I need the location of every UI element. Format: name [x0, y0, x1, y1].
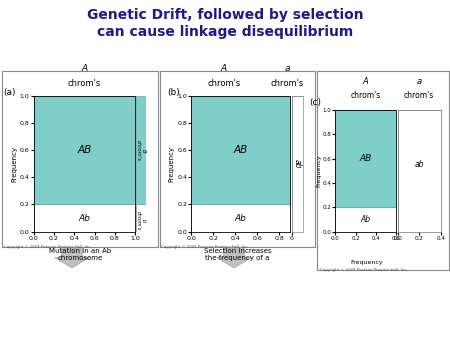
Bar — [34, 96, 135, 204]
Text: B
chrom's: B chrom's — [135, 140, 146, 161]
Text: b
chrom's: b chrom's — [135, 211, 146, 231]
Text: Genetic Drift, followed by selection
can cause linkage disequilibrium: Genetic Drift, followed by selection can… — [87, 8, 363, 39]
Text: chrom's: chrom's — [351, 91, 381, 100]
Text: A: A — [221, 64, 227, 73]
Text: ab: ab — [414, 160, 424, 169]
Bar — [191, 204, 290, 232]
Bar — [335, 207, 396, 232]
Text: Frequency: Frequency — [351, 260, 383, 265]
Text: (c): (c) — [310, 98, 322, 107]
Bar — [136, 204, 146, 232]
Text: Ab: Ab — [235, 214, 247, 222]
Text: chrom's: chrom's — [270, 79, 304, 88]
Bar — [136, 96, 146, 204]
Text: A: A — [363, 76, 369, 86]
Text: Ab: Ab — [360, 215, 371, 224]
Text: (a): (a) — [4, 88, 16, 97]
Text: Copyright © 2004 Pearson Prentice Hall, Inc.: Copyright © 2004 Pearson Prentice Hall, … — [161, 245, 249, 249]
Text: Selection increases
the frequency of a: Selection increases the frequency of a — [204, 248, 271, 261]
Text: a: a — [417, 76, 422, 86]
Text: AB: AB — [234, 145, 248, 155]
FancyArrow shape — [216, 248, 252, 268]
Bar — [34, 204, 135, 232]
Text: A: A — [81, 64, 87, 73]
Y-axis label: Frequency: Frequency — [316, 154, 321, 187]
Text: chrom's: chrom's — [68, 79, 101, 88]
Text: AB: AB — [77, 145, 91, 155]
Bar — [191, 96, 290, 204]
Text: Mutation in an Ab
chromosome: Mutation in an Ab chromosome — [49, 248, 111, 261]
Y-axis label: Frequency: Frequency — [168, 146, 175, 182]
Text: Copyright © 2004 Pearson Prentice Hall, Inc.: Copyright © 2004 Pearson Prentice Hall, … — [320, 268, 407, 272]
Text: Ab: Ab — [78, 214, 90, 222]
Text: chrom's: chrom's — [404, 91, 434, 100]
Text: (b): (b) — [167, 88, 180, 97]
Text: a: a — [284, 64, 290, 73]
Y-axis label: Frequency: Frequency — [11, 146, 17, 182]
Text: AB: AB — [360, 154, 372, 163]
Text: chrom's: chrom's — [207, 79, 241, 88]
Text: ab: ab — [293, 159, 302, 169]
FancyArrow shape — [54, 248, 90, 268]
Bar — [335, 110, 396, 207]
Text: Copyright © 2004 Pearson Prentice Hall, Inc.: Copyright © 2004 Pearson Prentice Hall, … — [4, 245, 92, 249]
